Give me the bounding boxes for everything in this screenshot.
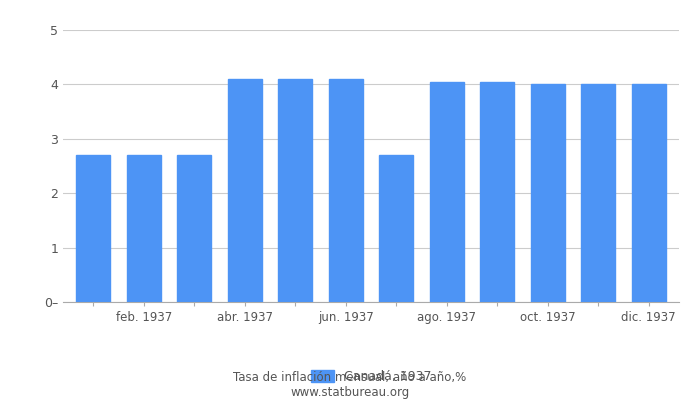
- Bar: [379, 155, 414, 302]
- Bar: [328, 79, 363, 302]
- Text: www.statbureau.org: www.statbureau.org: [290, 386, 410, 399]
- Bar: [177, 155, 211, 302]
- Bar: [631, 84, 666, 302]
- Bar: [430, 82, 464, 302]
- Bar: [76, 155, 111, 302]
- Bar: [127, 155, 161, 302]
- Bar: [480, 82, 514, 302]
- Legend: Canadá, 1937: Canadá, 1937: [306, 365, 436, 388]
- Bar: [228, 79, 262, 302]
- Bar: [531, 84, 565, 302]
- Text: Tasa de inflación mensual, año a año,%: Tasa de inflación mensual, año a año,%: [233, 372, 467, 384]
- Bar: [278, 79, 312, 302]
- Bar: [581, 84, 615, 302]
